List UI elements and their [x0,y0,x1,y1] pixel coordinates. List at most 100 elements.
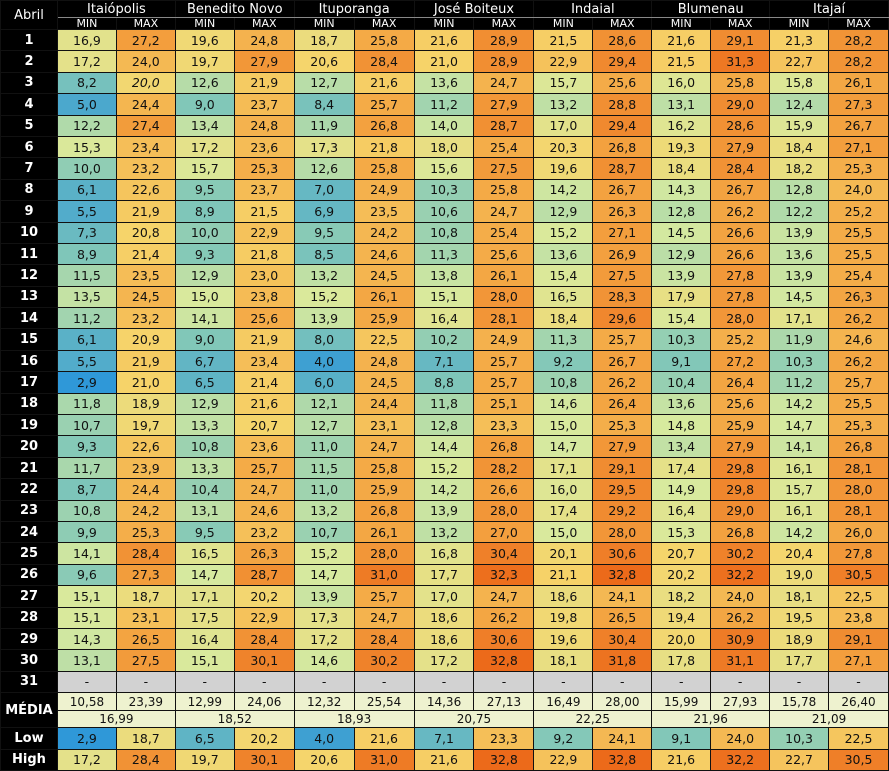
temp-cell: 21,3 [769,28,830,52]
max-col-header: MAX [353,17,415,30]
temp-cell: 12,6 [293,157,355,180]
temp-cell: 29,0 [710,499,771,522]
media-row: MÉDIA 10,58 23,39 12,99 24,06 12,32 25,54 14,36… [0,692,889,729]
temp-cell: 11,9 [293,114,355,137]
temp-cell: 16,5 [533,285,594,309]
temp-cell: 24,8 [233,28,295,52]
temp-cell: 30,9 [710,627,771,651]
temp-cell: 16,2 [651,114,712,137]
temp-cell: 20,2 [651,563,712,587]
temp-cell: 21,9 [115,200,176,223]
temp-cell: 15,0 [533,520,594,544]
temp-cell: 13,6 [651,392,712,416]
table-row: 14 11,2 23,2 14,1 25,6 13,9 25,9 16,4 28,1 18,4 29… [0,307,889,330]
temp-cell: 15,2 [293,542,355,565]
temp-cell: 24,6 [353,242,415,266]
low-cell: 20,2 [233,727,295,750]
temp-cell: 24,7 [353,606,415,629]
temp-cell: - [533,670,594,694]
table-row: 31- - - - - - - - - - - - - - [0,670,889,694]
table-row: 1 16,9 27,2 19,6 24,8 18,7 25,8 21,6 28,9 21,5 28,… [0,28,889,52]
temp-cell: 15,2 [533,221,594,244]
high-cell: 22,9 [533,748,594,771]
max-col-header: MAX [115,17,176,30]
temp-cell: 9,5 [174,520,235,544]
temp-cell: 21,8 [353,135,415,159]
temp-cell: 12,8 [769,178,830,202]
temp-cell: 13,3 [174,456,235,480]
temp-cell: 27,8 [710,285,771,309]
low-cell: 7,1 [413,727,475,750]
temp-cell: 14,7 [533,435,594,458]
temp-cell: 14,2 [769,392,830,416]
month-label: Abril [0,0,58,30]
station-header: Ituporanga [293,0,415,18]
temp-cell: 21,0 [115,371,176,394]
temp-cell: 20,1 [533,542,594,565]
temp-cell: 26,2 [828,349,889,373]
low-cell: 10,3 [769,727,830,750]
temp-cell: 18,4 [533,307,594,330]
temp-cell: 23,2 [115,307,176,330]
temp-cell: 22,6 [115,178,176,202]
table-row: 29 14,3 26,5 16,4 28,4 17,2 28,4 18,6 30,6 19,6 30… [0,627,889,651]
temp-cell: 15,0 [533,414,594,437]
table-row: 5 12,2 27,4 13,4 24,8 11,9 26,8 14,0 28,7 17,0 29,… [0,114,889,137]
station-header: Itaiópolis [56,0,176,18]
day-label: 26 [0,563,58,587]
table-row: 30 13,1 27,5 15,1 30,1 14,6 30,2 17,2 32,8 18,1 31… [0,649,889,672]
temp-cell: 9,5 [293,221,355,244]
max-col-header: MAX [592,17,653,30]
day-label: 17 [0,371,58,394]
temp-cell: 16,9 [56,28,117,52]
table-row: 21 11,7 23,9 13,3 25,7 11,5 25,8 15,2 28,2 17,1 29… [0,456,889,480]
temp-cell: 21,6 [233,392,295,416]
table-row: 27 15,1 18,7 17,1 20,2 13,9 25,7 17,0 24,7 18,6 24… [0,585,889,608]
table-row: 15 6,1 20,9 9,0 21,9 8,0 22,5 10,2 24,9 11,3 25,7 1… [0,328,889,351]
temp-cell: 16,0 [533,478,594,501]
temp-cell: 14,7 [293,563,355,587]
table-row: 11 8,9 21,4 9,3 21,8 8,5 24,6 11,3 25,6 13,6 26,9 1… [0,242,889,266]
media-cell: 24,06 [233,692,295,712]
media-overall-row: 16,99 18,52 18,93 20,75 22,25 21,96 21,09 [1,710,889,729]
day-label: 24 [0,520,58,544]
low-cell: 4,0 [293,727,355,750]
temp-cell: 25,2 [710,328,771,351]
temp-cell: 12,4 [769,93,830,116]
temp-cell: 22,9 [233,606,295,629]
temp-cell: 10,4 [174,478,235,501]
day-label: 23 [0,499,58,522]
temp-cell: 22,5 [353,328,415,351]
temp-cell: 12,9 [174,392,235,416]
temp-cell: 15,6 [413,157,475,180]
day-label: 27 [0,585,58,608]
temp-cell: 24,4 [353,392,415,416]
temp-cell: 17,1 [769,307,830,330]
temp-cell: 15,1 [56,585,117,608]
temp-cell: 25,9 [353,307,415,330]
temp-cell: 25,6 [710,392,771,416]
temp-cell: 17,7 [769,649,830,672]
temp-cell: 17,2 [56,50,117,73]
table-row: 8 6,1 22,6 9,5 23,7 7,0 24,9 10,3 25,8 14,2 26,7 14… [0,178,889,202]
temp-cell: 25,2 [828,200,889,223]
temp-cell: 18,7 [115,585,176,608]
temp-cell: 10,4 [651,371,712,394]
temp-cell: 28,7 [233,563,295,587]
temp-cell: 20,9 [115,328,176,351]
temp-cell: 26,1 [828,71,889,95]
temp-cell: 26,7 [710,178,771,202]
temp-cell: 27,8 [828,542,889,565]
temp-cell: 29,6 [592,307,653,330]
temp-cell: 21,6 [353,71,415,95]
low-row: Low 2,9 18,7 6,5 20,2 4,0 21,6 7,1 23,3 9,2 24,1 9,… [0,727,889,750]
temp-cell: 26,6 [710,221,771,244]
temp-cell: 24,7 [233,478,295,501]
temp-cell: 8,4 [293,93,355,116]
temp-cell: 26,2 [710,606,771,629]
temp-cell: 23,4 [115,135,176,159]
temp-cell: 12,9 [533,200,594,223]
temp-cell: 27,9 [710,135,771,159]
temp-cell: 29,1 [710,28,771,52]
